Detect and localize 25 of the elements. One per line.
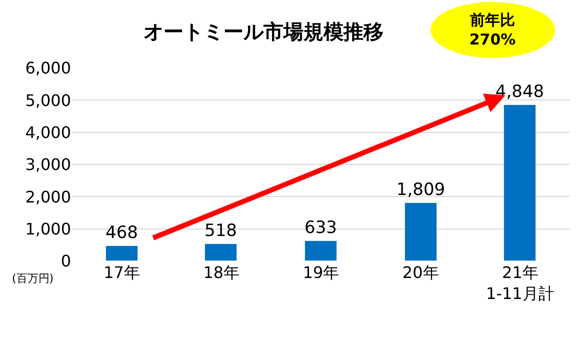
text: 前年比 270%: [469, 11, 516, 48]
x-tick-label: 21年 1-11月計: [486, 263, 554, 303]
x-tick-label: 19年: [302, 263, 340, 282]
x-tick-label: 18年: [203, 263, 240, 282]
data-label: 633: [304, 218, 337, 238]
data-label: 1,809: [396, 180, 446, 200]
y-tick-label: 3,000: [25, 155, 71, 174]
bar: [304, 240, 337, 261]
text: (百万円): [12, 272, 54, 285]
x-tick-label: 17年: [104, 263, 140, 282]
y-tick-label: 0: [60, 252, 71, 271]
bar: [204, 244, 237, 261]
y-tick-label: 5,000: [25, 90, 71, 110]
bar: [106, 246, 138, 261]
x-tick-label: 20年: [402, 263, 439, 282]
data-label: 468: [106, 222, 138, 243]
y-tick-label: 4,000: [25, 122, 71, 142]
data-label: 518: [204, 220, 237, 241]
y-tick-label: 1,000: [25, 219, 71, 238]
bar: [404, 202, 437, 261]
data-label: 4,848: [495, 82, 544, 102]
y-tick-label: 6,000: [25, 58, 71, 78]
bar: [504, 104, 536, 261]
y-tick-label: 2,000: [25, 187, 71, 206]
chart-title: オートミール市場規模推移: [143, 20, 384, 44]
